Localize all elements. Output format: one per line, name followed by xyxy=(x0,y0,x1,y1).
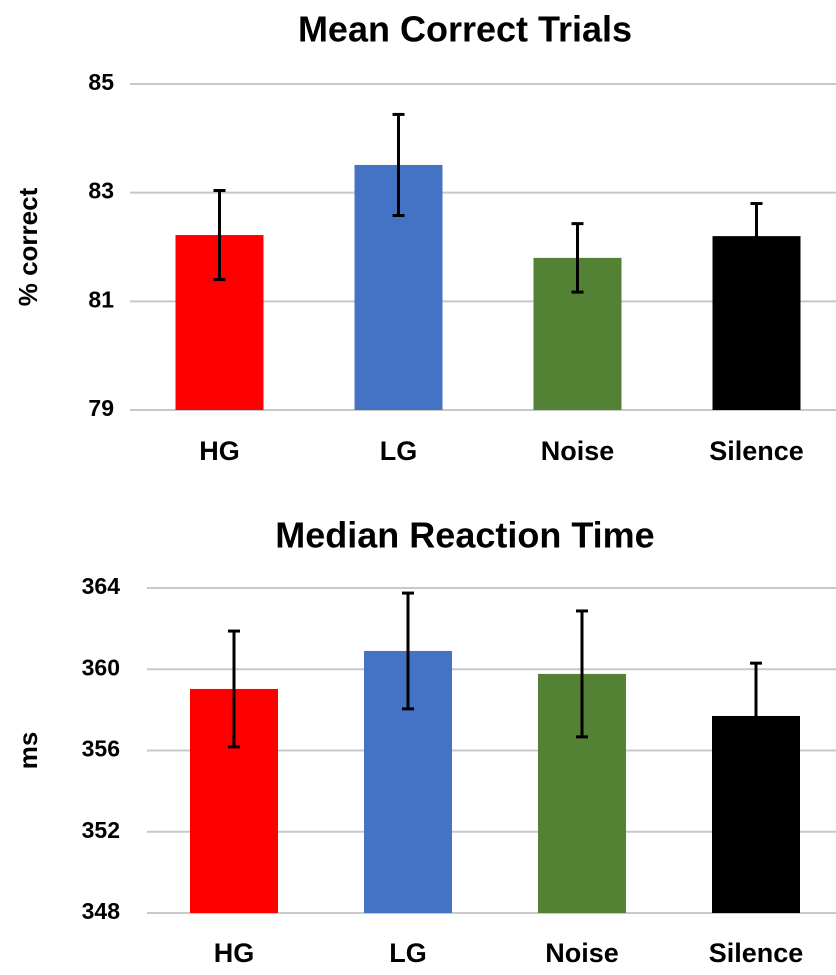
y-tick-label: 85 xyxy=(88,69,114,95)
x-tick-label: HG xyxy=(199,436,240,466)
chart-title: Mean Correct Trials xyxy=(298,9,632,50)
y-tick-label: 356 xyxy=(82,736,120,762)
chart-title: Median Reaction Time xyxy=(275,515,654,556)
y-axis-label: ms xyxy=(13,732,43,770)
y-tick-label: 364 xyxy=(82,573,121,599)
x-tick-label: Silence xyxy=(709,436,804,466)
y-tick-label: 81 xyxy=(88,286,114,312)
x-tick-label: Noise xyxy=(545,938,619,968)
y-tick-label: 352 xyxy=(82,817,120,843)
y-tick-label: 348 xyxy=(82,898,121,924)
x-tick-label: HG xyxy=(214,938,255,968)
x-tick-label: Noise xyxy=(541,436,615,466)
y-tick-label: 83 xyxy=(88,178,114,204)
y-axis-label: % correct xyxy=(13,187,43,306)
x-tick-label: LG xyxy=(380,436,418,466)
y-tick-label: 79 xyxy=(88,395,114,421)
x-tick-label: LG xyxy=(389,938,427,968)
y-tick-label: 360 xyxy=(82,654,120,680)
x-tick-label: Silence xyxy=(709,938,804,968)
